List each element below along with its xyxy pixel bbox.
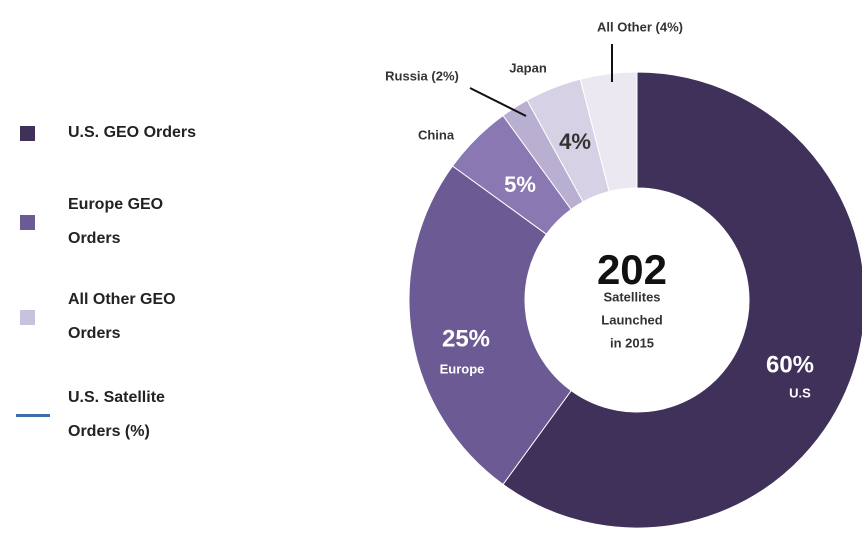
value-label: 25% <box>442 325 490 352</box>
slice-label: China <box>418 127 455 142</box>
center-text: Satellites <box>603 289 660 304</box>
slice-label: U.S <box>789 385 811 400</box>
center-text: Launched <box>601 312 662 327</box>
value-label: 5% <box>504 172 536 197</box>
slice-label: Russia (2%) <box>385 68 459 83</box>
leader-line <box>469 87 527 117</box>
donut-slice <box>579 71 638 193</box>
legend-label: All Other GEO Orders <box>68 291 176 342</box>
value-label: 60% <box>766 351 814 378</box>
center-text: in 2015 <box>610 335 654 350</box>
slice-label: Europe <box>440 361 485 376</box>
donut-slice <box>408 165 572 486</box>
legend-swatch <box>16 414 50 417</box>
legend-label: Europe GEO Orders <box>68 196 164 247</box>
slice-label: Japan <box>509 60 547 75</box>
slice-label: All Other (4%) <box>597 19 683 34</box>
legend-swatch <box>20 215 35 230</box>
donut-slice <box>502 71 862 529</box>
legend-swatch <box>20 310 35 325</box>
value-label: 4% <box>559 129 591 154</box>
legend-label: U.S. Satellite Orders (%) <box>68 389 165 440</box>
legend-swatch <box>20 126 35 141</box>
center-value: 202 <box>597 246 667 293</box>
legend-label: U.S. GEO Orders <box>68 124 197 141</box>
